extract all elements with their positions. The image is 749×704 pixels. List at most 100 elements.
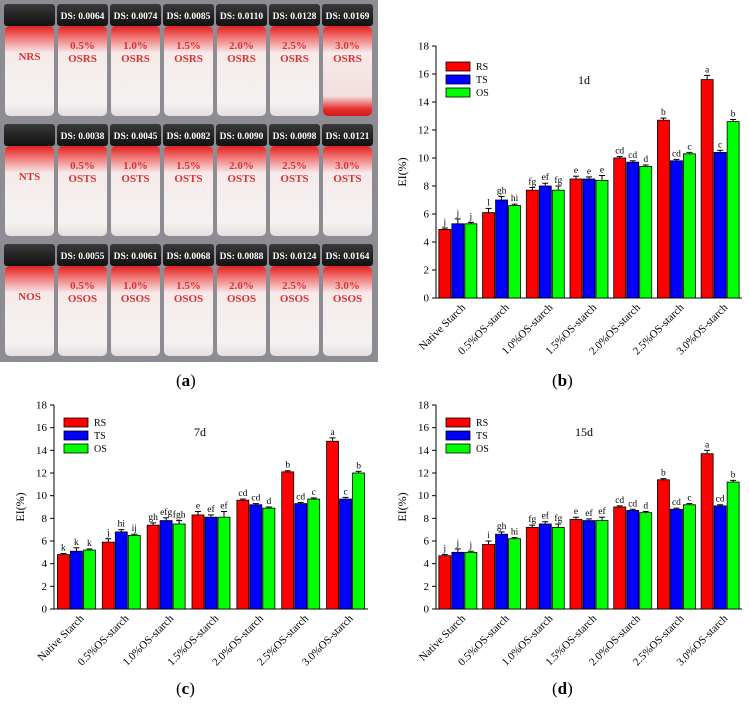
y-tick-label: 14	[36, 445, 48, 457]
significance-label: hi	[511, 528, 519, 538]
significance-label: j	[443, 545, 447, 555]
legend-label: OS	[476, 88, 489, 99]
significance-label: c	[718, 140, 722, 150]
bar	[538, 185, 552, 299]
vial-concentration-label: 0.5%	[70, 40, 95, 52]
vial-sample-label: OSTS	[174, 173, 202, 185]
vial-body	[5, 26, 54, 116]
y-axis-label: EI(%)	[395, 492, 409, 521]
vial-sample-label: OSRS	[333, 53, 362, 65]
vial-concentration-label: 1.5%	[176, 280, 201, 292]
significance-label: fg	[554, 175, 562, 186]
vial-body	[164, 266, 213, 356]
vial-sample-label: NRS	[18, 51, 40, 63]
vial-body	[270, 146, 319, 236]
y-tick-label: 8	[42, 513, 48, 525]
y-tick-label: 4	[424, 558, 430, 570]
significance-label: hi	[511, 194, 519, 204]
bar	[639, 512, 653, 610]
significance-label: ef	[542, 511, 550, 522]
y-tick-label: 10	[418, 153, 430, 165]
y-tick-label: 12	[418, 468, 429, 480]
y-tick-label: 2	[424, 265, 430, 277]
significance-label: c	[312, 488, 316, 498]
bar	[114, 531, 128, 610]
legend-label: RS	[476, 418, 488, 429]
significance-label: hi	[118, 520, 126, 530]
bar	[551, 526, 565, 610]
vial-cap	[4, 124, 55, 146]
vial-ds-label: DS: 0.0090	[220, 132, 264, 142]
vial-body	[217, 146, 266, 236]
significance-label: j	[469, 541, 473, 551]
significance-label: l	[487, 198, 490, 208]
significance-label: j	[106, 529, 110, 539]
legend: RS TS OS	[445, 417, 489, 455]
significance-label: fg	[528, 176, 536, 187]
bar	[146, 524, 160, 610]
vial: DS: 0.0121 3.0%OSTS	[322, 124, 373, 236]
significance-label: cd	[628, 499, 637, 509]
significance-label: e	[587, 167, 591, 177]
y-tick-label: 8	[424, 513, 430, 525]
vial-sample-label: OSTS	[68, 173, 96, 185]
vial-concentration-label: 2.0%	[229, 40, 254, 52]
vial-body	[217, 26, 266, 116]
vial-ds-label: DS: 0.0082	[167, 132, 211, 142]
vial-ds-label: DS: 0.0164	[326, 252, 370, 262]
vial-cap	[110, 124, 161, 146]
bar	[495, 199, 508, 299]
vial-cap	[57, 244, 108, 266]
vial-concentration-label: 1.0%	[123, 280, 148, 292]
chart-title: 15d	[575, 425, 593, 439]
significance-label: gh	[497, 522, 507, 532]
bar	[670, 508, 683, 610]
significance-label: e	[574, 166, 578, 176]
significance-label: d	[643, 502, 648, 512]
vial-body	[164, 146, 213, 236]
vial-body	[217, 266, 266, 356]
y-tick-label: 14	[418, 97, 430, 109]
bar	[281, 471, 295, 610]
vial: DS: 0.0110 2.0%OSRS	[216, 4, 267, 116]
significance-label: ij	[132, 524, 137, 534]
vial-concentration-label: 2.5%	[282, 280, 307, 292]
bar	[339, 498, 352, 610]
vial: DS: 0.0169 3.0%OSRS	[322, 4, 373, 116]
vial: DS: 0.0090 2.0%OSTS	[216, 124, 267, 236]
vial-body	[111, 146, 160, 236]
bar	[451, 551, 465, 610]
bar	[464, 223, 478, 299]
significance-label: d	[643, 155, 648, 165]
bar	[482, 212, 495, 299]
significance-label: cd	[716, 495, 725, 505]
significance-label: a	[705, 65, 710, 75]
significance-label: i	[487, 531, 490, 541]
vial-cap	[322, 4, 373, 26]
vial: DS: 0.0055 0.5%OSOS	[57, 244, 108, 356]
bar	[464, 551, 478, 610]
vial-concentration-label: 2.0%	[229, 160, 254, 172]
significance-label: e	[600, 166, 604, 176]
y-tick-label: 6	[424, 209, 430, 221]
vial-sample-label: OSTS	[227, 173, 255, 185]
vial-sample-label: OSOS	[227, 293, 256, 305]
significance-label: k	[74, 538, 79, 548]
vial-concentration-label: 0.5%	[70, 160, 95, 172]
legend: RS TS OS	[63, 417, 107, 455]
vial: DS: 0.0068 1.5%OSOS	[163, 244, 214, 356]
bar	[595, 179, 609, 299]
vial-body	[270, 26, 319, 116]
vial-concentration-label: 2.5%	[282, 40, 307, 52]
significance-label: fg	[528, 514, 536, 525]
bar	[595, 520, 609, 610]
vial: DS: 0.0038 0.5%OSTS	[57, 124, 108, 236]
vial-body	[58, 26, 107, 116]
vial-cap	[163, 124, 214, 146]
vial-concentration-label: 1.5%	[176, 160, 201, 172]
significance-label: e	[574, 507, 578, 517]
legend-swatch	[63, 443, 89, 454]
